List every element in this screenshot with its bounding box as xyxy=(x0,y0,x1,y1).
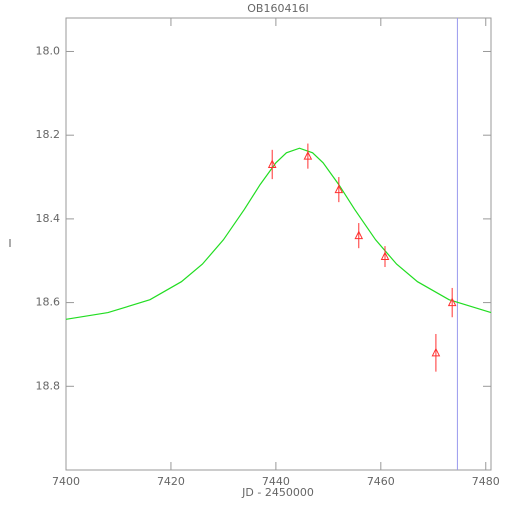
data-point xyxy=(354,230,364,240)
y-tick-label: 18.6 xyxy=(36,296,61,309)
x-tick-label: 7460 xyxy=(367,475,395,488)
x-tick-label: 7420 xyxy=(157,475,185,488)
data-point xyxy=(267,159,277,168)
x-axis-label: JD - 2450000 xyxy=(241,486,314,499)
x-tick-label: 7440 xyxy=(262,475,290,488)
y-tick-label: 18.0 xyxy=(36,44,61,57)
y-tick-label: 18.4 xyxy=(36,212,61,225)
x-tick-label: 7480 xyxy=(472,475,500,488)
y-tick-label: 18.2 xyxy=(36,128,61,141)
data-point xyxy=(303,150,313,160)
y-axis-label: I xyxy=(8,237,11,250)
plot-frame xyxy=(65,17,492,471)
data-point xyxy=(447,297,457,307)
data-point xyxy=(334,184,344,194)
data-point xyxy=(380,251,390,261)
chart-title: OB160416I xyxy=(247,2,308,15)
model-curve xyxy=(65,147,492,320)
data-point xyxy=(431,347,441,357)
x-tick-label: 7400 xyxy=(52,475,80,488)
y-tick-label: 18.8 xyxy=(36,379,61,392)
